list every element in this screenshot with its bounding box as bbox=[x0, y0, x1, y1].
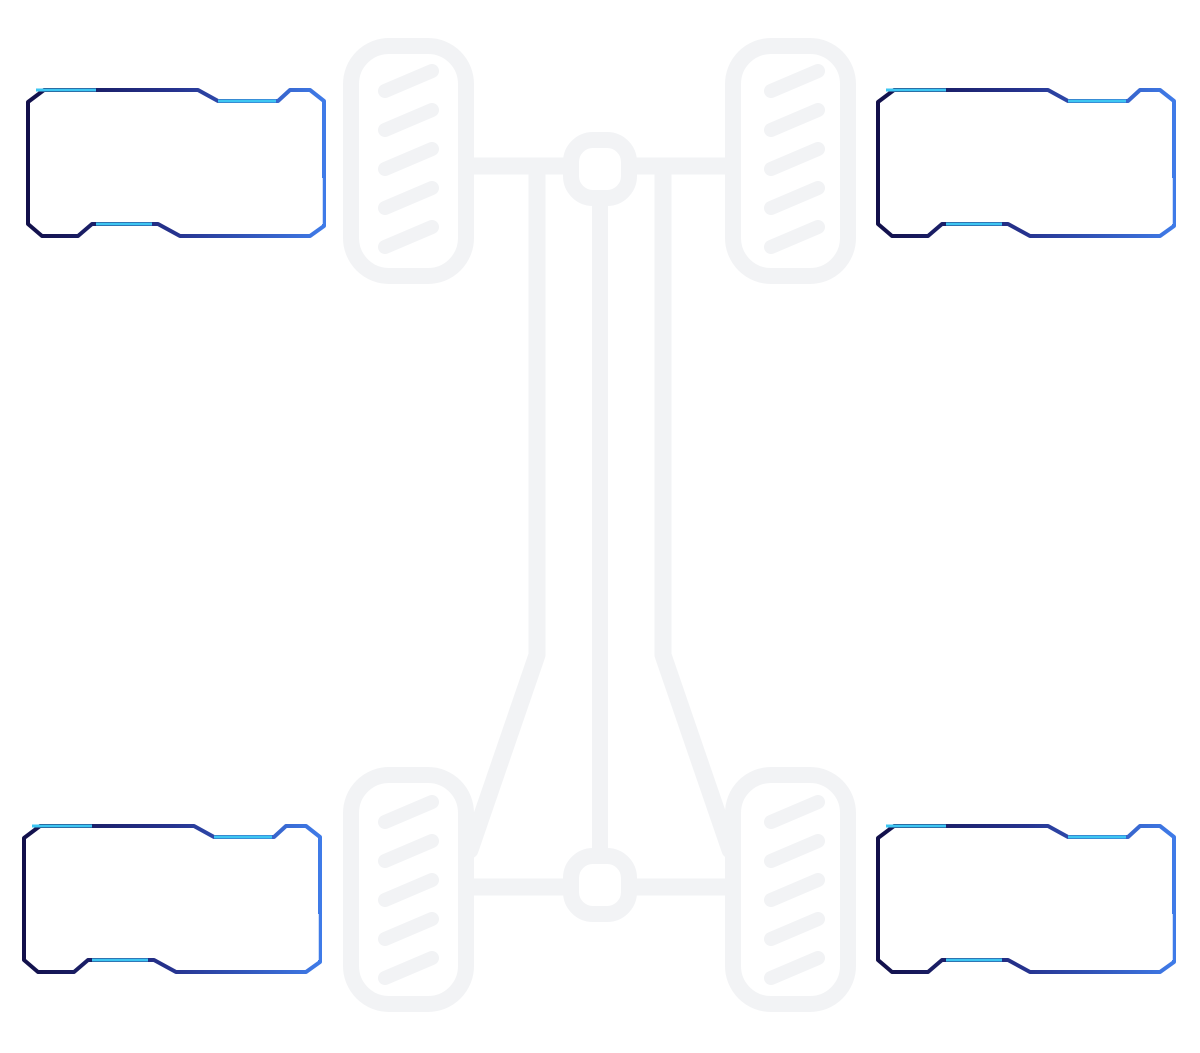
panel-rear-right bbox=[876, 824, 1176, 974]
wheels bbox=[343, 38, 856, 1012]
panel-rear-left bbox=[22, 824, 322, 974]
panel-frame bbox=[876, 88, 1176, 238]
tread bbox=[764, 64, 825, 254]
front-differential bbox=[563, 132, 637, 206]
wheel-rear-right bbox=[725, 767, 856, 1012]
panel-frame bbox=[876, 824, 1176, 974]
wheel-front-right bbox=[725, 38, 856, 284]
tread bbox=[378, 64, 439, 254]
tread bbox=[764, 795, 825, 985]
rear-differential bbox=[563, 848, 637, 922]
wheel-front-left bbox=[343, 38, 474, 284]
left-rail bbox=[461, 159, 546, 859]
chassis-frame bbox=[461, 132, 739, 922]
panel-frame bbox=[26, 88, 326, 238]
right-rail bbox=[654, 159, 739, 859]
panel-front-right bbox=[876, 88, 1176, 238]
panel-front-left bbox=[26, 88, 326, 238]
info-panels bbox=[22, 88, 1176, 974]
tread bbox=[378, 795, 439, 985]
wheel-rear-left bbox=[343, 767, 474, 1012]
panel-frame bbox=[22, 824, 322, 974]
